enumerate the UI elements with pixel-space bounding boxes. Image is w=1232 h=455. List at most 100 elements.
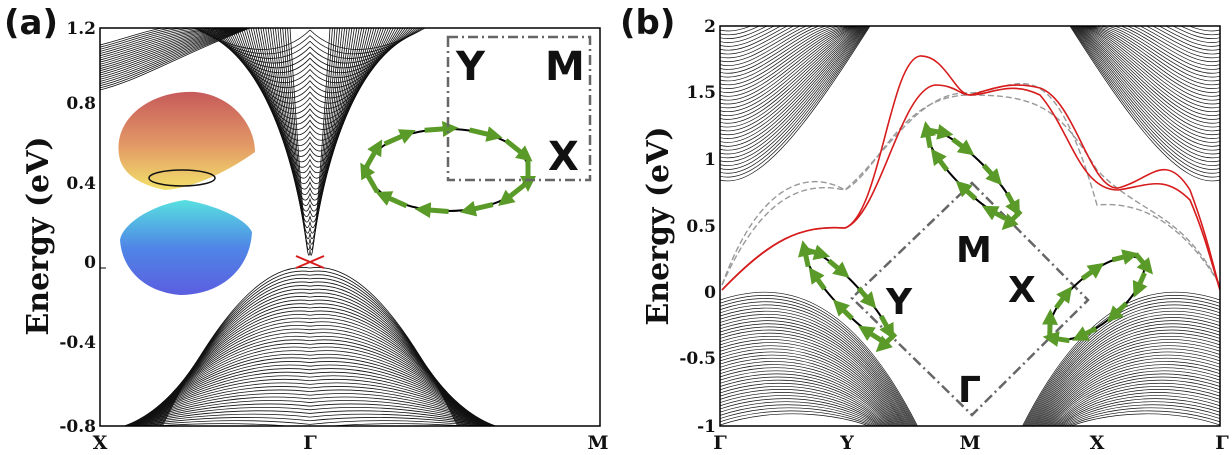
spin-arrow [1001,209,1023,231]
bulk-b-upper-left [720,26,862,136]
bulk-b-upper-right [1093,26,1220,63]
spin-arrow [1133,252,1154,275]
spin-arrow [468,126,503,142]
valence-band [126,375,494,426]
valence-band [128,368,492,426]
valence-band [151,296,469,426]
ytick-b-5: -0.5 [679,349,716,369]
surface-state-red-2 [295,255,325,269]
bulk-b-lower-left [720,291,918,426]
bulk-b-lower-left [720,345,900,426]
conduction-band [221,28,399,104]
bulk-band-upper-left [100,28,243,57]
bulk-b-lower-left [720,357,896,426]
spin-loop-m [927,130,1017,220]
conduction-band [223,28,397,109]
spin-arrow [858,325,883,343]
bulk-b-lower-right [1035,332,1220,426]
ytick-a-0: 1.2 [66,19,96,39]
valence-band [159,274,461,426]
spin-arrow [504,138,533,162]
valence-band [130,361,490,426]
panel-a-yticks: 1.2 0.8 0.4 0 -0.4 -0.8 [59,19,96,437]
bulk-b-upper-left [720,26,865,151]
bulk-b-lower-left [720,367,892,426]
bulk-b-upper-left [720,26,853,93]
conduction-band [219,28,401,99]
bulk-b-lower-right [1059,395,1220,426]
ytick-b-4: 0 [704,283,716,303]
panel-a-bands [100,28,497,426]
valence-band [129,364,491,426]
spin-arrow [1072,326,1098,341]
bulk-b-upper-left [720,26,858,120]
bulk-b-upper-left [720,26,841,36]
bulk-b-lower-left [720,354,897,426]
panel-a-xticks: X Γ M [93,432,609,454]
ytick-b-1: 1.5 [686,83,716,103]
spin-arrow [1132,272,1148,298]
spin-arrow [827,258,850,278]
valence-band [123,403,497,426]
conduction-band [199,28,421,59]
ylabel-a: Energy (eV) [21,136,56,335]
conduction-band [206,28,414,74]
valence-band [141,325,479,426]
bulk-b-upper-left [720,26,840,32]
bulk-b-upper-left [720,26,860,128]
conduction-band [194,28,426,50]
bz-diamond [850,181,1090,417]
bulk-b-upper-right [1097,26,1220,43]
bulk-b-upper-left [720,26,856,109]
conduction-band [265,28,355,201]
xtick-b-0: Γ [713,432,727,454]
panel-b-yticks: 2 1.5 1 0.5 0 -0.5 -1 [679,17,716,437]
spin-arrow [459,200,494,217]
bulk-b-lower-left [720,373,890,426]
bulk-b-lower-right [1032,323,1220,426]
bulk-b-upper-left [720,26,869,174]
bulk-b-upper-left [720,26,850,78]
ytick-b-6: -1 [697,417,716,437]
bulk-b-upper-right [1096,26,1220,51]
spin-arrow [808,267,827,291]
bulk-b-lower-right [1031,320,1220,426]
bulk-b-lower-left [720,329,906,426]
bulk-b-lower-left [720,313,911,426]
bulk-b-upper-right [1077,26,1220,143]
spin-arrow [424,120,459,137]
bulk-b-lower-left [720,310,912,426]
bulk-b-upper-left [720,26,848,70]
bulk-b-upper-left [720,26,866,159]
bulk-b-upper-right [1082,26,1220,120]
valence-band [149,423,471,426]
bulk-b-upper-left [720,26,844,51]
conduction-band [216,28,404,94]
xtick-b-4: Γ [1215,432,1229,454]
bulk-b-lower-right [1044,357,1220,426]
bulk-b-lower-left [720,298,916,426]
valence-band [123,396,497,426]
panel-label-b: (b) [620,3,675,43]
valence-band [153,292,467,426]
bulk-b-upper-left [720,26,854,97]
bz-b-label-x: X [1008,270,1036,311]
valence-band [123,393,497,426]
spin-arrow [414,202,449,219]
valence-band [143,321,477,426]
valence-band [124,386,496,426]
xtick-b-1: Y [839,432,854,454]
bulk-b-lower-left [720,379,888,426]
spin-arrow [1042,331,1070,347]
bulk-b-upper-right [1080,26,1220,128]
bulk-b-upper-right [1094,26,1220,59]
valence-band [146,310,474,426]
bulk-b-lower-left [720,320,909,426]
panel-b-bands [720,26,1220,426]
bulk-b-upper-right [1071,26,1220,174]
conduction-band [272,28,348,217]
ytick-a-1: 0.8 [66,94,96,114]
bulk-b-upper-right [1073,26,1220,163]
panel-label-a: (a) [4,3,58,43]
